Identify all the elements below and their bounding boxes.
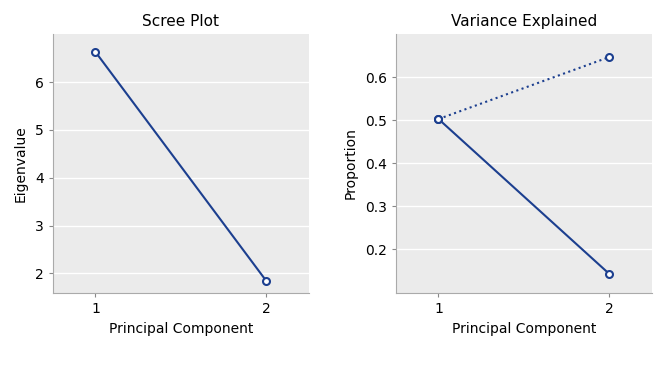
Title: Variance Explained: Variance Explained	[451, 14, 597, 29]
X-axis label: Principal Component: Principal Component	[452, 322, 596, 336]
X-axis label: Principal Component: Principal Component	[109, 322, 253, 336]
Title: Scree Plot: Scree Plot	[143, 14, 219, 29]
Y-axis label: Proportion: Proportion	[344, 128, 358, 199]
Y-axis label: Eigenvalue: Eigenvalue	[14, 125, 28, 202]
